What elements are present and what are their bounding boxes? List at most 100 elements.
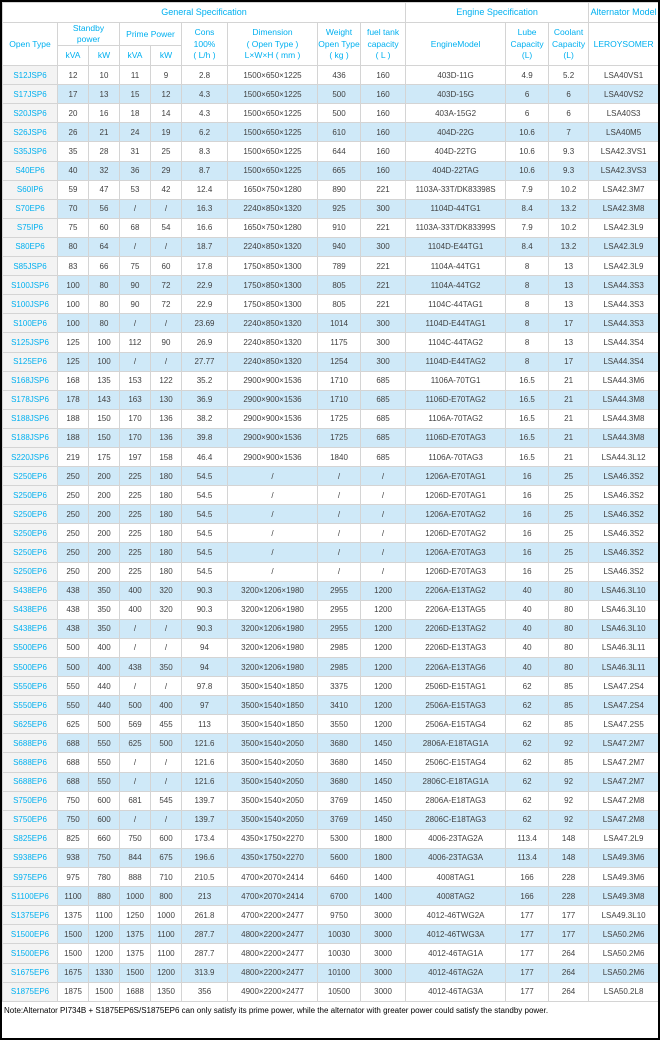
model-link[interactable]: S438EP6 (2, 618, 58, 639)
table-row: S438EP6 438 350 400 320 90.3 3200×1206×1980 295… (2, 580, 658, 601)
model-link[interactable]: S20JSP6 (2, 103, 58, 124)
cell-standby-kw: 600 (88, 809, 120, 830)
cell-lube: 40 (505, 656, 550, 678)
model-link[interactable]: S85JSP6 (2, 256, 58, 277)
model-link[interactable]: S188JSP6 (2, 408, 58, 429)
model-link[interactable]: S750EP6 (2, 790, 58, 811)
cell-alternator: LSA46.3L10 (588, 580, 658, 601)
cell-lube: 16 (505, 466, 550, 487)
cell-prime-kva: / (119, 198, 151, 219)
cell-prime-kva: / (119, 618, 151, 639)
model-link[interactable]: S438EP6 (2, 599, 58, 620)
model-link[interactable]: S125JSP6 (2, 332, 58, 353)
model-link[interactable]: S188JSP6 (2, 427, 58, 448)
cell-prime-kw: 320 (150, 580, 182, 601)
cell-standby-kva: 100 (57, 275, 89, 296)
model-link[interactable]: S40EP6 (2, 160, 58, 181)
model-link[interactable]: S438EP6 (2, 580, 58, 601)
cell-lube: 7.9 (505, 179, 550, 200)
model-link[interactable]: S250EP6 (2, 485, 58, 506)
cell-cons: 39.8 (181, 427, 228, 448)
cell-dimension: 1500×650×1225 (227, 84, 318, 105)
model-link[interactable]: S688EP6 (2, 733, 58, 754)
cell-cons: 54.5 (181, 542, 228, 563)
cell-prime-kva: 888 (119, 867, 151, 888)
model-link[interactable]: S80EP6 (2, 236, 58, 258)
cell-weight: 1840 (317, 446, 361, 468)
cell-prime-kw: 25 (150, 141, 182, 162)
cell-alternator: LSA46.3L10 (588, 599, 658, 620)
model-link[interactable]: S250EP6 (2, 542, 58, 563)
cell-lube: 8.4 (505, 236, 550, 258)
model-link[interactable]: S688EP6 (2, 771, 58, 792)
model-link[interactable]: S100EP6 (2, 313, 58, 334)
model-link[interactable]: S625EP6 (2, 714, 58, 735)
cell-fuel-tank: 1450 (359, 790, 407, 811)
model-link[interactable]: S70EP6 (2, 198, 58, 219)
cell-standby-kw: 750 (88, 847, 120, 869)
model-link[interactable]: S35JSP6 (2, 141, 58, 162)
cell-standby-kw: 200 (88, 561, 120, 582)
footnote: Note:Alternator PI734B + S1875EP6S/S1875… (4, 1005, 549, 1015)
cell-standby-kw: 780 (88, 867, 120, 888)
model-link[interactable]: S250EP6 (2, 561, 58, 582)
model-link[interactable]: S1375EP6 (2, 905, 58, 926)
model-link[interactable]: S500EP6 (2, 656, 58, 678)
model-link[interactable]: S60IP6 (2, 179, 58, 200)
model-link[interactable]: S12JSP6 (2, 65, 58, 86)
cell-cons: 18.7 (181, 236, 228, 258)
model-link[interactable]: S688EP6 (2, 752, 58, 773)
model-link[interactable]: S1500EP6 (2, 943, 58, 964)
model-link[interactable]: S1100EP6 (2, 886, 58, 907)
model-link[interactable]: S750EP6 (2, 809, 58, 830)
cell-standby-kva: 1500 (57, 924, 89, 945)
cell-cons: 139.7 (181, 809, 228, 830)
model-link[interactable]: S938EP6 (2, 847, 58, 869)
model-link[interactable]: S250EP6 (2, 504, 58, 525)
model-link[interactable]: S550EP6 (2, 695, 58, 716)
cell-prime-kw: 14 (150, 103, 182, 124)
cell-coolant: 85 (548, 695, 590, 716)
cell-dimension: 1500×650×1225 (227, 141, 318, 162)
model-link[interactable]: S500EP6 (2, 637, 58, 659)
cell-prime-kw: / (150, 236, 182, 258)
cell-engine-model: 1206D-E70TAG2 (405, 523, 507, 544)
cell-standby-kw: 150 (88, 427, 120, 448)
cell-dimension: 3200×1206×1980 (227, 637, 318, 659)
cell-prime-kva: 18 (119, 103, 151, 124)
model-link[interactable]: S125EP6 (2, 351, 58, 372)
cell-fuel-tank: 1800 (359, 828, 407, 849)
model-link[interactable]: S100JSP6 (2, 294, 58, 315)
model-link[interactable]: S250EP6 (2, 466, 58, 487)
header-prime-kva: kVA (119, 45, 151, 67)
header-alternator-model: Alternator Model (588, 2, 658, 23)
model-link[interactable]: S1675EP6 (2, 962, 58, 983)
cell-prime-kva: 53 (119, 179, 151, 200)
model-link[interactable]: S100JSP6 (2, 275, 58, 296)
model-link[interactable]: S550EP6 (2, 676, 58, 697)
cell-prime-kva: 24 (119, 122, 151, 143)
cell-standby-kw: 200 (88, 466, 120, 487)
cell-cons: 210.5 (181, 867, 228, 888)
model-link[interactable]: S1875EP6 (2, 981, 58, 1002)
cell-dimension: / (227, 523, 318, 544)
model-link[interactable]: S26JSP6 (2, 122, 58, 143)
cell-cons: 12.4 (181, 179, 228, 200)
model-link[interactable]: S168JSP6 (2, 370, 58, 391)
cell-coolant: 10.2 (548, 217, 590, 238)
cell-dimension: 4900×2200×2477 (227, 981, 318, 1002)
cell-weight: / (317, 504, 361, 525)
model-link[interactable]: S1500EP6 (2, 924, 58, 945)
model-link[interactable]: S975EP6 (2, 867, 58, 888)
model-link[interactable]: S250EP6 (2, 523, 58, 544)
model-link[interactable]: S75IP6 (2, 217, 58, 238)
cell-engine-model: 404D-22TG (405, 141, 507, 162)
cell-prime-kw: 1100 (150, 924, 182, 945)
model-link[interactable]: S17JSP6 (2, 84, 58, 105)
cell-prime-kw: / (150, 809, 182, 830)
model-link[interactable]: S220JSP6 (2, 446, 58, 468)
cell-lube: 8 (505, 275, 550, 296)
model-link[interactable]: S178JSP6 (2, 389, 58, 410)
cell-engine-model: 1104C-44TAG1 (405, 294, 507, 315)
model-link[interactable]: S825EP6 (2, 828, 58, 849)
